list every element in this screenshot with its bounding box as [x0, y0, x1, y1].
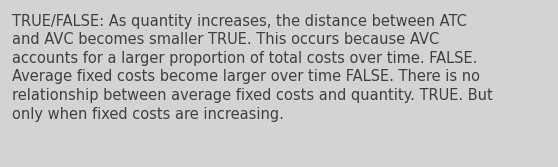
Text: Average fixed costs become larger over time FALSE. There is no: Average fixed costs become larger over t… [12, 69, 480, 85]
Text: accounts for a larger proportion of total costs over time. FALSE.: accounts for a larger proportion of tota… [12, 51, 478, 66]
Text: and AVC becomes smaller TRUE. This occurs because AVC: and AVC becomes smaller TRUE. This occur… [12, 33, 439, 47]
Text: relationship between average fixed costs and quantity. TRUE. But: relationship between average fixed costs… [12, 88, 493, 103]
Text: TRUE/FALSE: As quantity increases, the distance between ATC: TRUE/FALSE: As quantity increases, the d… [12, 14, 467, 29]
Text: only when fixed costs are increasing.: only when fixed costs are increasing. [12, 107, 284, 122]
